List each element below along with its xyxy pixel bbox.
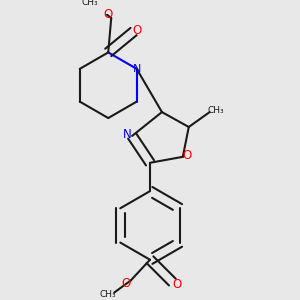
Text: O: O bbox=[122, 277, 131, 290]
Text: N: N bbox=[134, 64, 142, 74]
Text: O: O bbox=[133, 23, 142, 37]
Text: N: N bbox=[123, 128, 131, 141]
Text: CH₃: CH₃ bbox=[207, 106, 224, 115]
Text: O: O bbox=[103, 8, 112, 21]
Text: CH₃: CH₃ bbox=[99, 290, 116, 299]
Text: O: O bbox=[183, 149, 192, 162]
Text: O: O bbox=[172, 278, 182, 291]
Text: CH₃: CH₃ bbox=[81, 0, 98, 7]
